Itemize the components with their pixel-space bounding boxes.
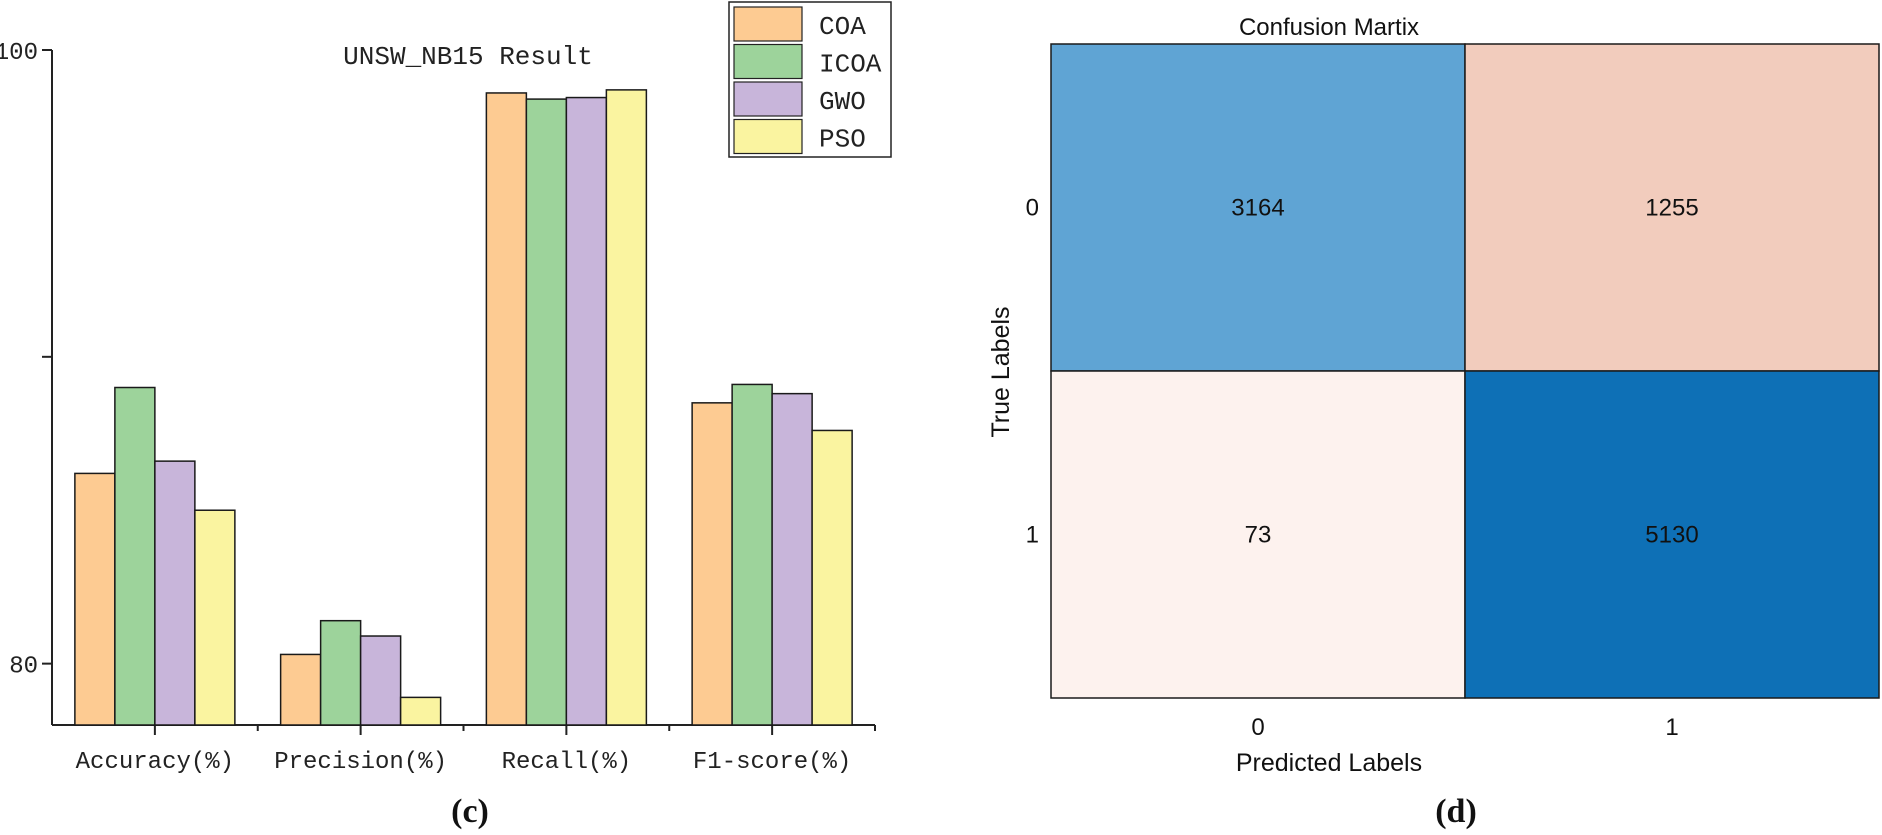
- bar-coa-1: [74, 472, 116, 726]
- legend-swatch-icoa: [733, 43, 803, 80]
- bar-x-axis: Accuracy(%) Precision(%) Recall(%) F1-score…: [52, 724, 876, 776]
- bar-coa-4: [691, 402, 733, 726]
- x-axis-label: Predicted Labels: [1236, 749, 1422, 777]
- legend-label-gwo: GWO: [819, 87, 866, 117]
- matrix-cell-0-1: [1464, 43, 1880, 372]
- bar-chart-panel: UNSW_NB15 Result 80 100 Accuracy(%) Precis…: [0, 1, 892, 830]
- y-tick-label: 100: [0, 40, 38, 67]
- bar-gwo-1: [154, 460, 196, 726]
- legend-swatch-pso: [733, 118, 803, 155]
- y-tick-label: 80: [9, 654, 38, 681]
- bar-pso-2: [399, 696, 442, 726]
- y-tick-label: 0: [1026, 195, 1039, 222]
- bar-gwo-4: [771, 392, 813, 726]
- legend-label-pso: PSO: [819, 125, 866, 155]
- matrix-cell-value: 3164: [1231, 195, 1284, 222]
- matrix-cell-value: 1255: [1645, 195, 1698, 222]
- bar-icoa-4: [731, 383, 773, 726]
- x-tick-label: Recall(%): [502, 749, 632, 776]
- confusion-matrix-ticks: 0 1 0 1: [1026, 195, 1679, 742]
- confusion-matrix-panel: Confusion Martix 3164 1255 73 5130 0 1 0 1 Pre…: [987, 14, 1880, 830]
- matrix-cell-value: 73: [1245, 522, 1272, 549]
- bar-gwo-3: [565, 96, 608, 726]
- bar-coa-3: [485, 92, 528, 726]
- x-tick-label: 1: [1665, 714, 1678, 741]
- bar-icoa-1: [114, 386, 156, 726]
- bar-pso-1: [194, 509, 236, 726]
- x-tick-label: Precision(%): [274, 749, 447, 776]
- x-tick-label: Accuracy(%): [76, 749, 234, 776]
- bar-y-axis: 80 100: [0, 40, 53, 725]
- panel-label-c: (c): [451, 793, 489, 830]
- confusion-matrix-cells: 3164 1255 73 5130: [1050, 43, 1880, 699]
- bar-icoa-2: [319, 619, 362, 726]
- x-tick-label: 0: [1251, 714, 1264, 741]
- bar-gwo-2: [359, 635, 402, 726]
- legend-label-coa: COA: [819, 12, 866, 42]
- bar-coa-2: [279, 653, 322, 726]
- x-tick-label: F1-score(%): [693, 749, 851, 776]
- bar-pso-4: [811, 429, 853, 726]
- matrix-cell-value: 5130: [1645, 522, 1698, 549]
- panel-label-d: (d): [1435, 793, 1477, 830]
- y-axis-label: True Labels: [987, 306, 1015, 437]
- legend-swatch-gwo: [733, 81, 803, 117]
- y-tick-label: 1: [1026, 522, 1039, 549]
- bar-chart-title: UNSW_NB15 Result: [343, 42, 593, 72]
- confusion-matrix-title: Confusion Martix: [1239, 14, 1419, 41]
- bar-pso-3: [605, 89, 648, 726]
- legend: COA ICOA GWO PSO: [728, 1, 892, 158]
- legend-swatch-coa: [733, 6, 803, 42]
- matrix-cell-1-1: [1464, 370, 1880, 699]
- legend-label-icoa: ICOA: [819, 50, 882, 80]
- bar-icoa-3: [525, 98, 568, 726]
- bar-marks: [74, 89, 853, 726]
- matrix-cell-1-0: [1050, 370, 1466, 699]
